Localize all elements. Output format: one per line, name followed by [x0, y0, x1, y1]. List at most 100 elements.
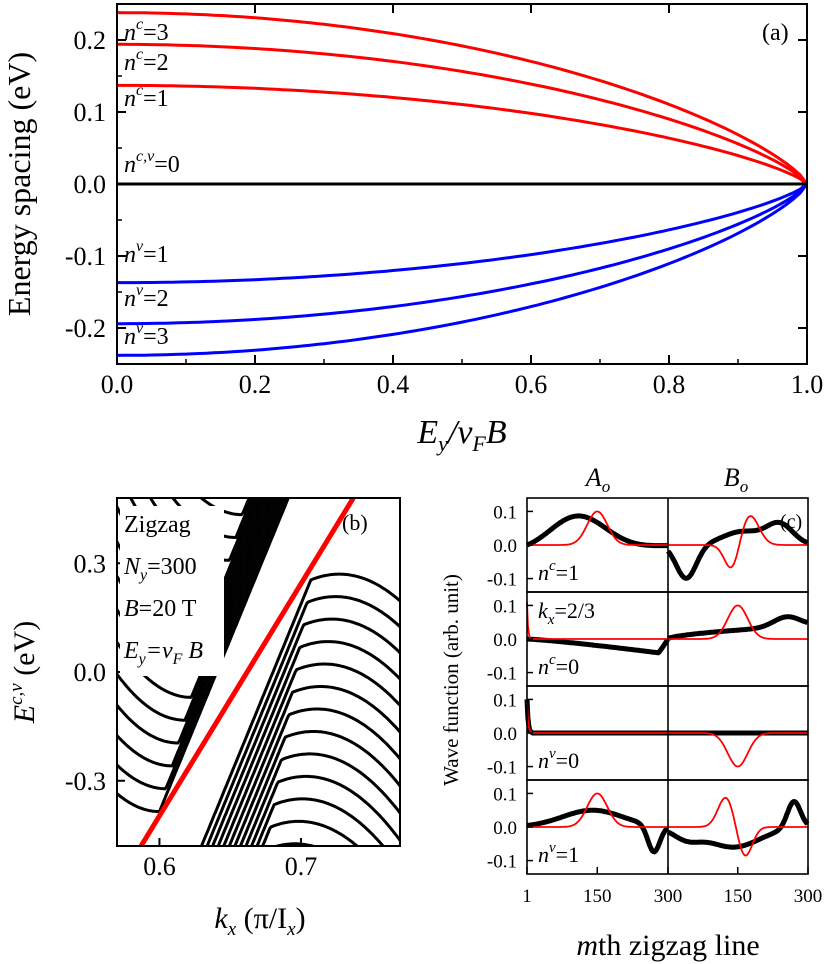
band-lower-11 — [260, 819, 360, 846]
b-xlabel-sub: x — [227, 919, 237, 940]
wf-black-left-3 — [526, 807, 670, 855]
ey-sub: y — [137, 651, 147, 668]
xlabel-e: E — [416, 414, 438, 451]
ey-sub2: F — [172, 651, 183, 668]
panel-a-series-labels: nc=3nc=2 nc=1 nc,v=0 nv=1 nv=2 nv=3 — [124, 16, 180, 350]
panel-b-ylabel: Ec,v (eV) — [6, 621, 41, 724]
b-xlabel-tail: (π/I — [236, 902, 287, 935]
panel-a-curves — [116, 11, 809, 357]
band-lower-6 — [233, 707, 400, 846]
band-upper-4 — [117, 498, 278, 722]
band-lower-2 — [211, 617, 400, 846]
panel-a-xlabel: Ey/vFB — [416, 414, 507, 456]
zero-mode-line — [138, 498, 356, 846]
band-upper-1 — [117, 498, 287, 791]
panel-b-ticks: 0.6 0.7 0.3 0.0 -0.3 — [65, 549, 317, 881]
c-ytick-label-2-0: 0.1 — [493, 690, 517, 711]
c-ytick-label-0-1: 0.0 — [493, 536, 517, 557]
series-label-6: nv=3 — [124, 320, 169, 350]
panel-a: 0.0 0.2 0.4 0.6 0.8 1.00.20.10.0-0.1-0.2 (a) … — [1, 3, 823, 456]
a-xtick-label-3: 0.6 — [515, 370, 548, 399]
c-ytick-label-1-1: 0.0 — [493, 630, 517, 651]
band-lower-10 — [255, 797, 385, 846]
c-ytick-label-1-2: -0.1 — [487, 664, 517, 685]
panel-a-ticks: 0.0 0.2 0.4 0.6 0.8 1.0 0.2 0.1 0.0 -0.1 -0.2 — [65, 4, 823, 399]
b-xtick-label-1: 0.7 — [285, 852, 318, 881]
panel-c-xlabel: mth zigzag line — [576, 929, 759, 962]
a-ytick-label-1: 0.1 — [74, 98, 107, 127]
annotation-zigzag: Zigzag — [124, 512, 191, 538]
panel-c-ylabel: Wave function (arb. unit) — [439, 574, 463, 786]
ao-sym: A — [584, 463, 602, 492]
wf-red-right-0 — [668, 515, 808, 569]
c-ytick-label-2-1: 0.0 — [493, 724, 517, 745]
wf-red-left-1 — [526, 602, 668, 640]
panel-c-subpanel-labels: nc=1 nc=0 kx=2/3 nv=0 nv=1 — [538, 558, 595, 867]
wf-red-left-2 — [526, 702, 668, 734]
series-label-0: nc=3 — [124, 16, 169, 46]
wf-red-right-3 — [668, 796, 808, 857]
b-xtick-label-0: 0.6 — [143, 852, 176, 881]
c-ytick-label-1-0: 0.1 — [493, 596, 517, 617]
c-ytick-label-3-2: -0.1 — [487, 852, 517, 873]
c-xtick-label-3: 150 — [724, 886, 753, 907]
xlabel-b: B — [486, 414, 507, 451]
band-lower-0 — [199, 572, 400, 846]
level-curve-4 — [117, 182, 808, 285]
c-xtick-label-2: 300 — [654, 886, 683, 907]
b-ytick-label-2: -0.3 — [65, 767, 106, 796]
level-curve-0 — [116, 11, 809, 185]
ny-sub: y — [138, 567, 148, 584]
ey-tail: B — [182, 638, 203, 664]
c-xtick-label-4: 300 — [794, 886, 823, 907]
level-curve-5 — [117, 182, 809, 326]
wf-black-left-0 — [525, 513, 668, 549]
wf-red-right-2 — [668, 732, 808, 768]
b-xlabel-k: k — [214, 902, 228, 935]
band-lower-4 — [222, 662, 400, 846]
xlabel-sub-y: y — [436, 431, 448, 456]
band-lower-3 — [216, 640, 400, 846]
c-xlabel-m: m — [576, 929, 598, 962]
series-label-4: nv=1 — [124, 238, 169, 268]
panel-c-curves — [524, 510, 810, 857]
xlabel-v: /v — [446, 414, 473, 451]
annotation-b: B=20 T — [124, 596, 197, 622]
band-upper-2 — [117, 498, 284, 768]
a-ytick-label-2: 0.0 — [74, 170, 107, 199]
series-label-5: nv=2 — [124, 282, 169, 312]
subpanel-label-1: nc=0 — [538, 652, 579, 679]
annotation-ey: Ey=vF B — [123, 638, 203, 668]
b-xlabel-sub2: x — [286, 919, 296, 940]
top-label-ao: Ao — [584, 463, 610, 496]
bo-sym: B — [724, 463, 740, 492]
c-ytick-label-2-2: -0.1 — [487, 758, 517, 779]
a-ytick-label-0: 0.2 — [74, 26, 107, 55]
a-xtick-label-5: 1.0 — [791, 370, 824, 399]
subpanel-label-2: nv=0 — [538, 746, 579, 773]
wf-black-left-2 — [524, 699, 668, 736]
b-ylabel-sup: c,v — [6, 683, 27, 705]
xlabel-sub-f: F — [471, 431, 486, 456]
b-val: =20 T — [139, 596, 197, 622]
series-label-2: nc=1 — [124, 82, 169, 112]
panel-c-label: (c) — [780, 511, 802, 533]
a-ytick-label-4: -0.2 — [65, 314, 106, 343]
a-xtick-label-2: 0.4 — [377, 370, 410, 399]
top-label-bo: Bo — [724, 463, 748, 496]
level-curve-2 — [117, 83, 808, 186]
series-label-3: nc,v=0 — [124, 148, 180, 178]
wf-red-left-0 — [527, 510, 668, 546]
level-curve-1 — [117, 42, 809, 186]
a-xtick-label-1: 0.2 — [239, 370, 272, 399]
c-xtick-label-0: 1 — [522, 886, 532, 907]
wf-black-right-3 — [666, 799, 810, 850]
c-ytick-label-0-2: -0.1 — [487, 570, 517, 591]
band-lower-5 — [227, 685, 400, 846]
annotation-ny: Ny=300 — [123, 554, 197, 584]
c-xlabel-tail: th zigzag line — [598, 929, 760, 962]
band-upper-15 — [218, 455, 260, 469]
a-xtick-label-0: 0.0 — [101, 370, 134, 399]
wf-red-left-3 — [527, 792, 668, 828]
band-lower-1 — [205, 595, 400, 846]
